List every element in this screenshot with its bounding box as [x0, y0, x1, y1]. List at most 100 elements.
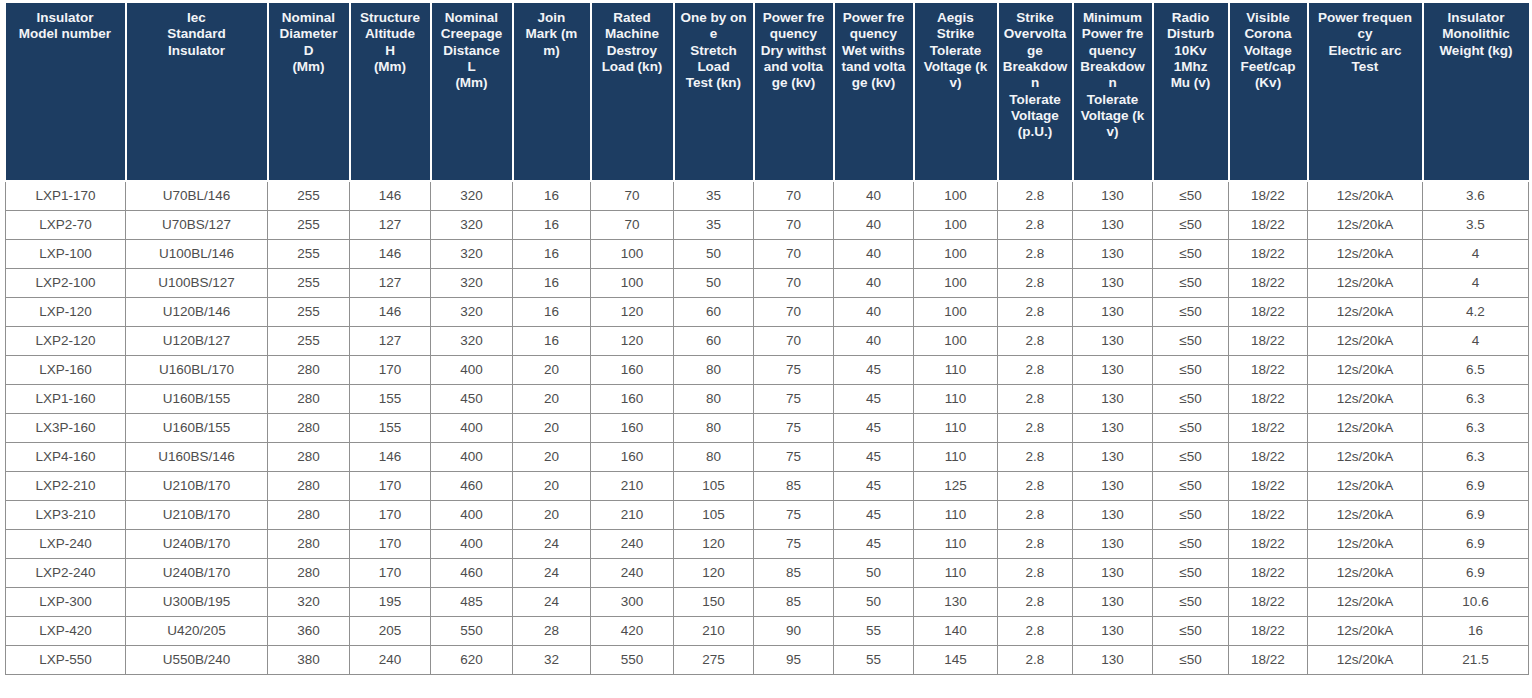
cell-insulator-model-number: LXP-240	[6, 529, 126, 558]
cell-nominal-creepage-distance-l-mm: 400	[431, 500, 513, 529]
cell-insulator-monolithic-weight-kg: 10.6	[1423, 587, 1529, 616]
cell-nominal-diameter-d-mm: 380	[268, 645, 350, 674]
cell-insulator-model-number: LXP1-170	[6, 181, 126, 210]
cell-power-frequency-electric-arc-test: 12s/20kA	[1308, 181, 1423, 210]
cell-one-by-one-stretch-load-test-kn: 80	[674, 355, 754, 384]
cell-minimum-power-frequency-breakdown-tolerate-voltage-kv: 130	[1073, 471, 1153, 500]
table-row-LX3P-160: LX3P-160U160B/15528015540020160807545110…	[6, 413, 1529, 442]
cell-join-mark-mm: 16	[513, 268, 591, 297]
cell-structure-altitude-h-mm: 240	[350, 645, 431, 674]
cell-aegis-strike-tolerate-voltage-kv: 110	[914, 442, 998, 471]
cell-iec-standard-insulator: U120B/127	[126, 326, 268, 355]
cell-iec-standard-insulator: U160B/155	[126, 384, 268, 413]
cell-structure-altitude-h-mm: 146	[350, 442, 431, 471]
cell-nominal-creepage-distance-l-mm: 320	[431, 297, 513, 326]
cell-power-frequency-electric-arc-test: 12s/20kA	[1308, 210, 1423, 239]
cell-minimum-power-frequency-breakdown-tolerate-voltage-kv: 130	[1073, 181, 1153, 210]
column-header-join-mark-mm: Join Mark (m m)	[513, 3, 591, 181]
cell-aegis-strike-tolerate-voltage-kv: 130	[914, 587, 998, 616]
cell-insulator-model-number: LXP-120	[6, 297, 126, 326]
table-row-LXP2-100: LXP2-100U100BS/1272551273201610050704010…	[6, 268, 1529, 297]
cell-aegis-strike-tolerate-voltage-kv: 100	[914, 181, 998, 210]
cell-power-frequency-wet-withstand-voltage-kv: 55	[834, 616, 914, 645]
cell-minimum-power-frequency-breakdown-tolerate-voltage-kv: 130	[1073, 268, 1153, 297]
cell-power-frequency-wet-withstand-voltage-kv: 50	[834, 587, 914, 616]
cell-aegis-strike-tolerate-voltage-kv: 110	[914, 355, 998, 384]
cell-minimum-power-frequency-breakdown-tolerate-voltage-kv: 130	[1073, 239, 1153, 268]
cell-join-mark-mm: 20	[513, 355, 591, 384]
cell-power-frequency-dry-withstand-voltage-kv: 95	[754, 645, 834, 674]
cell-insulator-model-number: LXP-420	[6, 616, 126, 645]
cell-minimum-power-frequency-breakdown-tolerate-voltage-kv: 130	[1073, 326, 1153, 355]
cell-radio-disturb-10kv-1mhz-mu-v: ≤50	[1153, 355, 1229, 384]
cell-strike-overvoltage-breakdown-tolerate-voltage-pu: 2.8	[998, 529, 1073, 558]
cell-power-frequency-wet-withstand-voltage-kv: 40	[834, 268, 914, 297]
cell-insulator-model-number: LX3P-160	[6, 413, 126, 442]
cell-nominal-creepage-distance-l-mm: 460	[431, 471, 513, 500]
cell-nominal-creepage-distance-l-mm: 320	[431, 326, 513, 355]
cell-power-frequency-dry-withstand-voltage-kv: 75	[754, 442, 834, 471]
cell-power-frequency-electric-arc-test: 12s/20kA	[1308, 268, 1423, 297]
cell-join-mark-mm: 16	[513, 181, 591, 210]
cell-nominal-diameter-d-mm: 280	[268, 442, 350, 471]
cell-aegis-strike-tolerate-voltage-kv: 110	[914, 413, 998, 442]
cell-structure-altitude-h-mm: 170	[350, 529, 431, 558]
cell-rated-machine-destroy-load-kn: 550	[591, 645, 674, 674]
cell-strike-overvoltage-breakdown-tolerate-voltage-pu: 2.8	[998, 239, 1073, 268]
table-row-LXP2-210: LXP2-210U210B/17028017046020210105854512…	[6, 471, 1529, 500]
cell-nominal-creepage-distance-l-mm: 320	[431, 239, 513, 268]
cell-power-frequency-dry-withstand-voltage-kv: 85	[754, 471, 834, 500]
cell-one-by-one-stretch-load-test-kn: 80	[674, 442, 754, 471]
cell-iec-standard-insulator: U160BL/170	[126, 355, 268, 384]
column-header-radio-disturb-10kv-1mhz-mu-v: Radio Disturb 10Kv 1Mhz Mu (v)	[1153, 3, 1229, 181]
cell-minimum-power-frequency-breakdown-tolerate-voltage-kv: 130	[1073, 442, 1153, 471]
column-header-iec-standard-insulator: Iec Standard Insulator	[126, 3, 268, 181]
cell-insulator-monolithic-weight-kg: 16	[1423, 616, 1529, 645]
cell-insulator-monolithic-weight-kg: 3.6	[1423, 181, 1529, 210]
cell-minimum-power-frequency-breakdown-tolerate-voltage-kv: 130	[1073, 384, 1153, 413]
cell-structure-altitude-h-mm: 170	[350, 355, 431, 384]
cell-minimum-power-frequency-breakdown-tolerate-voltage-kv: 130	[1073, 413, 1153, 442]
cell-rated-machine-destroy-load-kn: 160	[591, 442, 674, 471]
cell-iec-standard-insulator: U160B/155	[126, 413, 268, 442]
table-row-LXP1-160: LXP1-160U160B/15528015545020160807545110…	[6, 384, 1529, 413]
cell-join-mark-mm: 24	[513, 529, 591, 558]
cell-power-frequency-wet-withstand-voltage-kv: 45	[834, 471, 914, 500]
cell-insulator-model-number: LXP4-160	[6, 442, 126, 471]
table-row-LXP1-170: LXP1-170U70BL/14625514632016703570401002…	[6, 181, 1529, 210]
cell-one-by-one-stretch-load-test-kn: 120	[674, 558, 754, 587]
cell-minimum-power-frequency-breakdown-tolerate-voltage-kv: 130	[1073, 297, 1153, 326]
cell-power-frequency-electric-arc-test: 12s/20kA	[1308, 239, 1423, 268]
cell-visible-corona-voltage-feet-cap-kv: 18/22	[1229, 326, 1308, 355]
cell-nominal-diameter-d-mm: 360	[268, 616, 350, 645]
cell-insulator-monolithic-weight-kg: 4	[1423, 326, 1529, 355]
cell-strike-overvoltage-breakdown-tolerate-voltage-pu: 2.8	[998, 587, 1073, 616]
column-header-power-frequency-wet-withstand-voltage-kv: Power fre quency Wet withs tand volta ge…	[834, 3, 914, 181]
cell-structure-altitude-h-mm: 146	[350, 181, 431, 210]
cell-one-by-one-stretch-load-test-kn: 60	[674, 297, 754, 326]
cell-iec-standard-insulator: U100BS/127	[126, 268, 268, 297]
cell-iec-standard-insulator: U240B/170	[126, 529, 268, 558]
cell-power-frequency-electric-arc-test: 12s/20kA	[1308, 413, 1423, 442]
cell-structure-altitude-h-mm: 170	[350, 500, 431, 529]
cell-visible-corona-voltage-feet-cap-kv: 18/22	[1229, 442, 1308, 471]
cell-radio-disturb-10kv-1mhz-mu-v: ≤50	[1153, 500, 1229, 529]
cell-rated-machine-destroy-load-kn: 70	[591, 210, 674, 239]
cell-structure-altitude-h-mm: 205	[350, 616, 431, 645]
cell-rated-machine-destroy-load-kn: 420	[591, 616, 674, 645]
table-row-LXP-550: LXP-550U550B/240380240620325502759555145…	[6, 645, 1529, 674]
cell-power-frequency-electric-arc-test: 12s/20kA	[1308, 297, 1423, 326]
cell-one-by-one-stretch-load-test-kn: 120	[674, 529, 754, 558]
cell-insulator-monolithic-weight-kg: 6.3	[1423, 384, 1529, 413]
cell-power-frequency-electric-arc-test: 12s/20kA	[1308, 558, 1423, 587]
cell-insulator-monolithic-weight-kg: 4.2	[1423, 297, 1529, 326]
cell-strike-overvoltage-breakdown-tolerate-voltage-pu: 2.8	[998, 268, 1073, 297]
cell-strike-overvoltage-breakdown-tolerate-voltage-pu: 2.8	[998, 616, 1073, 645]
cell-structure-altitude-h-mm: 127	[350, 326, 431, 355]
cell-nominal-diameter-d-mm: 255	[268, 239, 350, 268]
cell-nominal-diameter-d-mm: 280	[268, 413, 350, 442]
cell-nominal-diameter-d-mm: 280	[268, 384, 350, 413]
cell-power-frequency-dry-withstand-voltage-kv: 75	[754, 384, 834, 413]
cell-insulator-monolithic-weight-kg: 6.9	[1423, 529, 1529, 558]
cell-radio-disturb-10kv-1mhz-mu-v: ≤50	[1153, 645, 1229, 674]
